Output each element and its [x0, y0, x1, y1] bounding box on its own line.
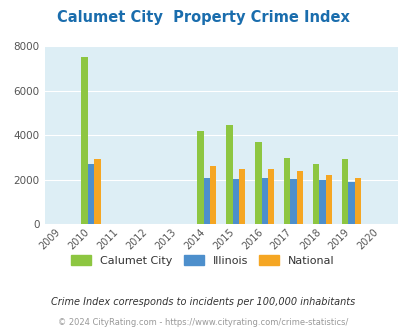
Bar — [296, 171, 303, 224]
Bar — [232, 179, 238, 224]
Bar — [312, 164, 319, 224]
Bar — [87, 164, 94, 224]
Bar — [290, 179, 296, 224]
Bar — [347, 182, 354, 224]
Bar — [238, 169, 245, 224]
Bar — [341, 159, 347, 224]
Bar — [261, 178, 267, 224]
Bar — [226, 125, 232, 224]
Bar — [254, 142, 261, 224]
Bar — [197, 131, 203, 224]
Text: Calumet City  Property Crime Index: Calumet City Property Crime Index — [56, 10, 349, 25]
Bar — [319, 180, 325, 224]
Bar — [203, 178, 209, 224]
Legend: Calumet City, Illinois, National: Calumet City, Illinois, National — [67, 250, 338, 270]
Text: © 2024 CityRating.com - https://www.cityrating.com/crime-statistics/: © 2024 CityRating.com - https://www.city… — [58, 318, 347, 327]
Bar — [325, 175, 331, 224]
Bar — [354, 178, 360, 224]
Bar — [267, 169, 274, 224]
Bar — [284, 157, 290, 224]
Bar — [209, 166, 216, 224]
Bar — [81, 57, 87, 224]
Text: Crime Index corresponds to incidents per 100,000 inhabitants: Crime Index corresponds to incidents per… — [51, 297, 354, 307]
Bar — [94, 159, 100, 224]
